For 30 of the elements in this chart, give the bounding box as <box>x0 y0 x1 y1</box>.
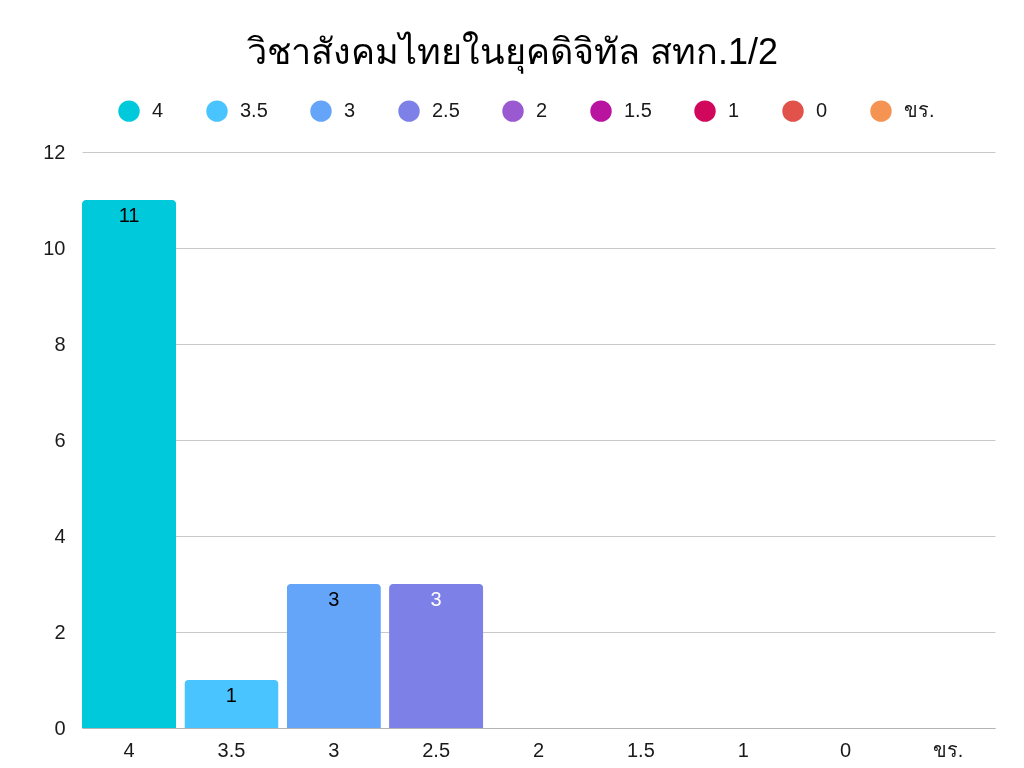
x-tick-label: 3.5 <box>217 738 246 761</box>
legend-label: 4 <box>152 99 164 122</box>
y-tick-label: 8 <box>54 332 66 355</box>
data-label: 3 <box>430 588 442 610</box>
x-tick-label: 1 <box>737 738 749 761</box>
x-tick-label: 4 <box>123 738 135 761</box>
y-tick-label: 0 <box>54 716 66 739</box>
x-tick-label: 2 <box>532 738 545 761</box>
y-tick-label: 10 <box>43 236 66 259</box>
legend-label: 3 <box>344 99 356 122</box>
legend-label: ขร. <box>904 99 935 122</box>
x-tick-label: 1.5 <box>626 738 655 761</box>
data-label: 11 <box>118 204 140 226</box>
legend-label: 1 <box>728 99 740 122</box>
x-tick-label: 2.5 <box>422 738 451 761</box>
x-tick-label: ขร. <box>932 738 964 761</box>
y-tick-label: 12 <box>43 140 66 163</box>
data-label: 3 <box>328 588 340 610</box>
y-tick-label: 4 <box>54 524 66 547</box>
y-tick-label: 2 <box>54 620 66 643</box>
data-label: 1 <box>225 684 237 706</box>
x-tick-label: 3 <box>328 738 340 761</box>
chart-title: วิชาสังคมไทยในยุคดิจิทัล สทก.1/2 <box>246 31 779 74</box>
legend-label: 2.5 <box>432 99 460 122</box>
legend-label: 1.5 <box>624 99 652 122</box>
legend-label: 0 <box>816 99 828 122</box>
x-tick-label: 0 <box>840 738 852 761</box>
y-tick-label: 6 <box>54 428 66 451</box>
legend-label: 3.5 <box>240 99 268 122</box>
legend-label: 2 <box>536 99 548 122</box>
